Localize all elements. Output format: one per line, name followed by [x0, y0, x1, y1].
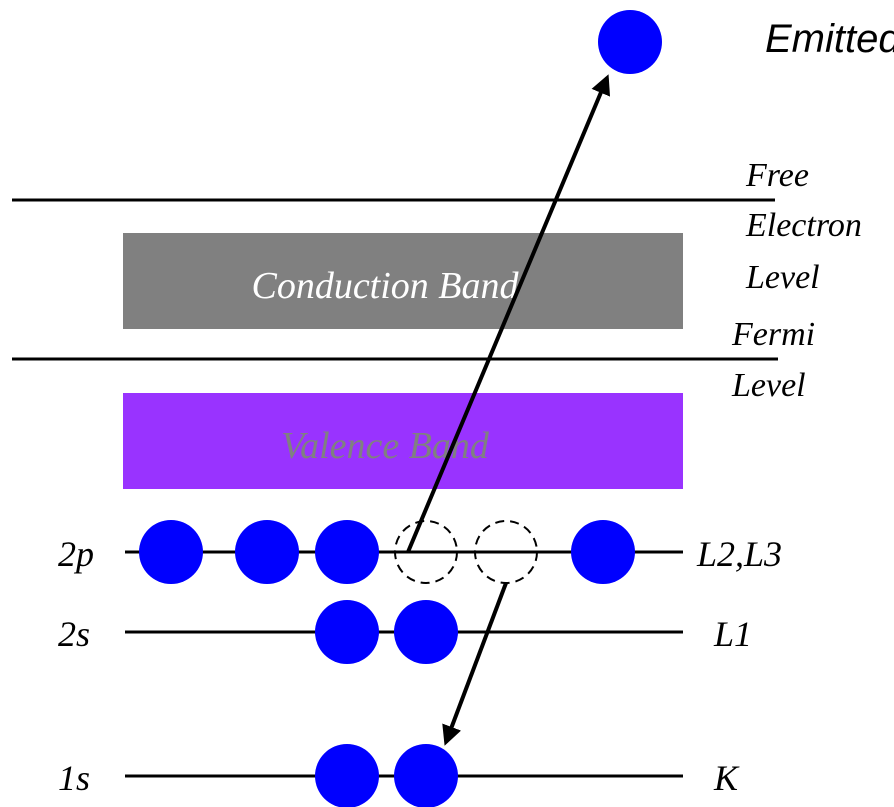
electron-2p-4 [571, 520, 635, 584]
orbital-2p-label: 2p [58, 534, 94, 574]
electron-2p-1 [139, 520, 203, 584]
electron-2p-2 [235, 520, 299, 584]
orbital-2s-label: 2s [58, 614, 90, 654]
valence-band [123, 393, 683, 489]
emission-arrow [406, 74, 611, 553]
electron-2s-1 [315, 600, 379, 664]
emitted-title: Emitted [765, 17, 894, 61]
fermi-label-line1: Fermi [731, 316, 815, 353]
electron-1s-2 [394, 744, 458, 807]
relaxation-arrow [442, 582, 508, 746]
conduction-band [123, 233, 683, 329]
free-electron-label-line1: Free [745, 157, 809, 194]
orbital-1s-label: 1s [58, 758, 90, 798]
electron-2s-2 [394, 600, 458, 664]
free-electron-label-line2: Electron [745, 207, 862, 244]
emitted-electron [598, 10, 662, 74]
valence-band-label: Valence Band [281, 425, 490, 467]
electron-2p-3 [315, 520, 379, 584]
shell-l1-label: L1 [713, 614, 752, 654]
electron-1s-1 [315, 744, 379, 807]
vacancy-2p-emitted [394, 520, 458, 584]
shell-k-label: K [713, 758, 740, 798]
fermi-label-line2: Level [731, 367, 806, 404]
free-electron-label-line3: Level [745, 259, 820, 296]
conduction-band-label: Conduction Band [251, 265, 519, 307]
shell-l2l3-label: L2,L3 [696, 534, 782, 574]
